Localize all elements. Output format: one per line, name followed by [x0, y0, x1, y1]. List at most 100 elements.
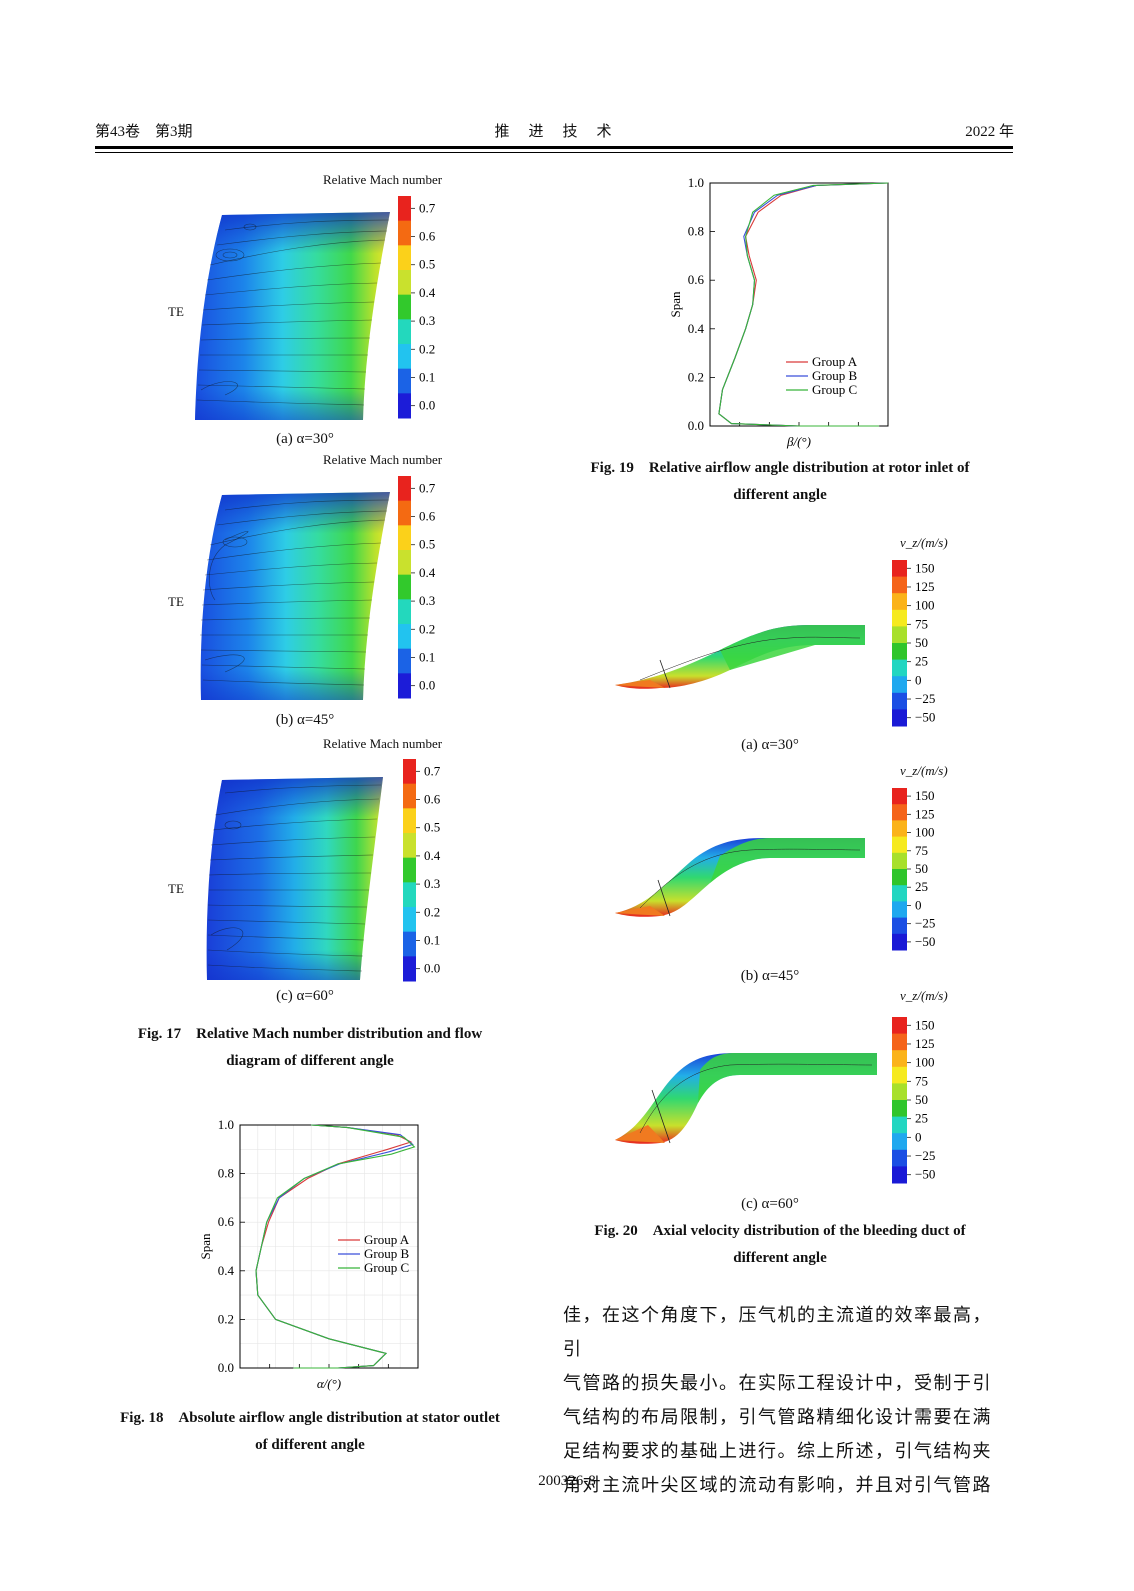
y-tick-label: 0.4 — [218, 1263, 235, 1278]
fig17-cb-b-tick-label: 0.6 — [419, 509, 436, 524]
fig17-caption-line2: diagram of different angle — [226, 1053, 394, 1069]
fig17-cb-a-tick-label: 0.0 — [419, 398, 435, 413]
fig17-cb-b-tick-label: 0.0 — [419, 678, 435, 693]
fig17-cb-b-tick-label: 0.4 — [419, 565, 436, 580]
fig20-cb-a-swatch — [892, 709, 907, 727]
fig17-cb-c-swatch — [403, 931, 416, 957]
fig20-cb-b-swatch — [892, 933, 907, 951]
header-volume: 第43卷 第3期 — [95, 124, 193, 140]
y-tick-label: 0.0 — [688, 418, 704, 433]
fig20-cb-b-tick-label: 75 — [915, 843, 928, 858]
fig17-cb-c-swatch — [403, 808, 416, 834]
fig20-cb-a-swatch — [892, 659, 907, 677]
fig20-colorbar-title-a: v_z/(m/s) — [900, 535, 948, 550]
fig20-cb-b-tick-label: −25 — [915, 916, 935, 931]
fig17-contours: 0.7 0.6 0.5 0.4 0.3 0.2 0.1 0.0 0.7 0.6 0.5 0.4 0.3… — [195, 196, 441, 982]
series-line-group-c — [255, 1124, 416, 1369]
fig20-cb-c-tick-label: −25 — [915, 1148, 935, 1163]
legend-label: Group A — [364, 1232, 410, 1247]
fig20-cb-c-tick-label: 25 — [915, 1111, 928, 1126]
fig20-cb-b-tick-label: 25 — [915, 879, 928, 894]
body-line: 气结构的布局限制，引气管路精细化设计需要在满 — [563, 1407, 992, 1427]
fig17-cb-b-swatch — [398, 500, 411, 526]
series-line-group-c — [718, 182, 889, 427]
fig17-cb-c-swatch — [403, 759, 416, 785]
fig20-cb-b-swatch — [892, 901, 907, 919]
header-year: 2022 年 — [965, 124, 1014, 140]
fig20-cb-c-swatch — [892, 1100, 907, 1118]
y-tick-label: 1.0 — [218, 1117, 234, 1132]
body-paragraph: 佳，在这个角度下，压气机的主流道的效率最高，引 气管路的损失最小。在实际工程设计… — [563, 1298, 1003, 1502]
fig17-cb-a-tick-label: 0.3 — [419, 313, 435, 328]
fig17-cb-a-tick-label: 0.2 — [419, 341, 435, 356]
fig17-cb-b-swatch — [398, 525, 411, 551]
fig20-cb-a-swatch — [892, 643, 907, 661]
fig17-cb-a-swatch — [398, 368, 411, 394]
fig17-cb-c-swatch — [403, 833, 416, 859]
fig17-te-label-b: TE — [168, 594, 184, 609]
fig20-cb-b-swatch — [892, 869, 907, 886]
y-tick-label: 0.6 — [688, 272, 705, 287]
fig18-caption-line2: of different angle — [255, 1437, 365, 1453]
legend-label: Group C — [364, 1260, 409, 1275]
x-axis-label: β/(°) — [786, 434, 811, 449]
fig17-te-label-a: TE — [168, 304, 184, 319]
fig20-cb-a-swatch — [892, 626, 907, 644]
y-tick-label: 0.8 — [688, 224, 704, 239]
body-line: 气管路的损失最小。在实际工程设计中，受制于引 — [563, 1373, 992, 1393]
fig17-colorbar-title-b: Relative Mach number — [323, 452, 443, 467]
fig20-colorbar-title-c: v_z/(m/s) — [900, 988, 948, 1003]
fig20-caption-line2: different angle — [733, 1250, 827, 1266]
fig20-cb-b-swatch — [892, 836, 907, 854]
fig20-cb-b-tick-label: 125 — [915, 806, 935, 821]
fig20-cb-a-swatch — [892, 692, 907, 710]
fig17-cb-c-tick-label: 0.1 — [424, 932, 440, 947]
fig17-panel-b-contour — [199, 492, 390, 700]
y-tick-label: 0.8 — [218, 1166, 234, 1181]
fig17-cb-b-tick-label: 0.1 — [419, 649, 435, 664]
fig20-panel-c-label: (c) α=60° — [741, 1196, 799, 1212]
fig17-cb-b-tick-label: 0.2 — [419, 621, 435, 636]
fig17-panel-b-label: (b) α=45° — [275, 712, 335, 728]
y-tick-label: 0.2 — [218, 1311, 234, 1326]
legend-label: Group C — [812, 382, 857, 397]
fig17-cb-c-tick-label: 0.5 — [424, 820, 440, 835]
fig17-cb-b-swatch — [398, 673, 411, 699]
fig17-colorbar-b: 0.7 0.6 0.5 0.4 0.3 0.2 0.1 0.0 — [398, 476, 436, 699]
fig20-panel-b-duct — [615, 838, 865, 917]
fig20-cb-a-tick-label: 75 — [915, 616, 928, 631]
fig20-panel-a-duct — [615, 625, 865, 689]
fig17-colorbar-title-c: Relative Mach number — [323, 736, 443, 751]
fig17-cb-c-swatch — [403, 857, 416, 883]
fig20-cb-a-tick-label: 25 — [915, 654, 928, 669]
fig20-cb-b-swatch — [892, 885, 907, 902]
fig19-caption-line1: Fig. 19 Relative airflow angle distribut… — [590, 460, 970, 476]
fig17-cb-c-swatch — [403, 882, 416, 908]
legend-label: Group A — [812, 354, 858, 369]
y-tick-label: 0.4 — [688, 321, 705, 336]
fig17-cb-a-swatch — [398, 319, 411, 345]
fig20-cb-c-tick-label: 0 — [915, 1129, 922, 1144]
fig17-cb-a-swatch — [398, 196, 411, 222]
fig20-cb-c-swatch — [892, 1133, 907, 1151]
header-journal: 推 进 技 术 — [494, 124, 614, 140]
fig20-cb-b-swatch — [892, 804, 907, 821]
fig20-cb-c-swatch — [892, 1050, 907, 1068]
fig17-cb-a-tick-label: 0.7 — [419, 200, 436, 215]
y-tick-label: 0.6 — [218, 1214, 235, 1229]
y-tick-label: 1.0 — [688, 175, 704, 190]
fig20-cb-c-tick-label: 100 — [915, 1055, 935, 1070]
fig17-cb-c-tick-label: 0.3 — [424, 876, 440, 891]
fig20-caption-line1: Fig. 20 Axial velocity distribution of t… — [594, 1223, 966, 1239]
fig20-cb-b-tick-label: −50 — [915, 934, 935, 949]
fig20-colorbar-c: 150 125 100 75 50 25 0 −25 −50 — [892, 1017, 935, 1184]
fig17-cb-a-tick-label: 0.6 — [419, 229, 436, 244]
y-tick-label: 0.0 — [218, 1360, 234, 1375]
fig17-cb-a-swatch — [398, 245, 411, 271]
fig20-cb-c-tick-label: −50 — [915, 1167, 935, 1182]
fig20-colorbar-a: 150 125 100 75 50 25 0 −25 −50 — [892, 560, 935, 727]
fig20-contours: 150 125 100 75 50 25 0 −25 −50 150 125 100 75 50 25 0 −… — [615, 560, 935, 1184]
fig17-colorbar-c: 0.7 0.6 0.5 0.4 0.3 0.2 0.1 0.0 — [403, 759, 441, 982]
fig17-cb-a-tick-label: 0.5 — [419, 257, 435, 272]
